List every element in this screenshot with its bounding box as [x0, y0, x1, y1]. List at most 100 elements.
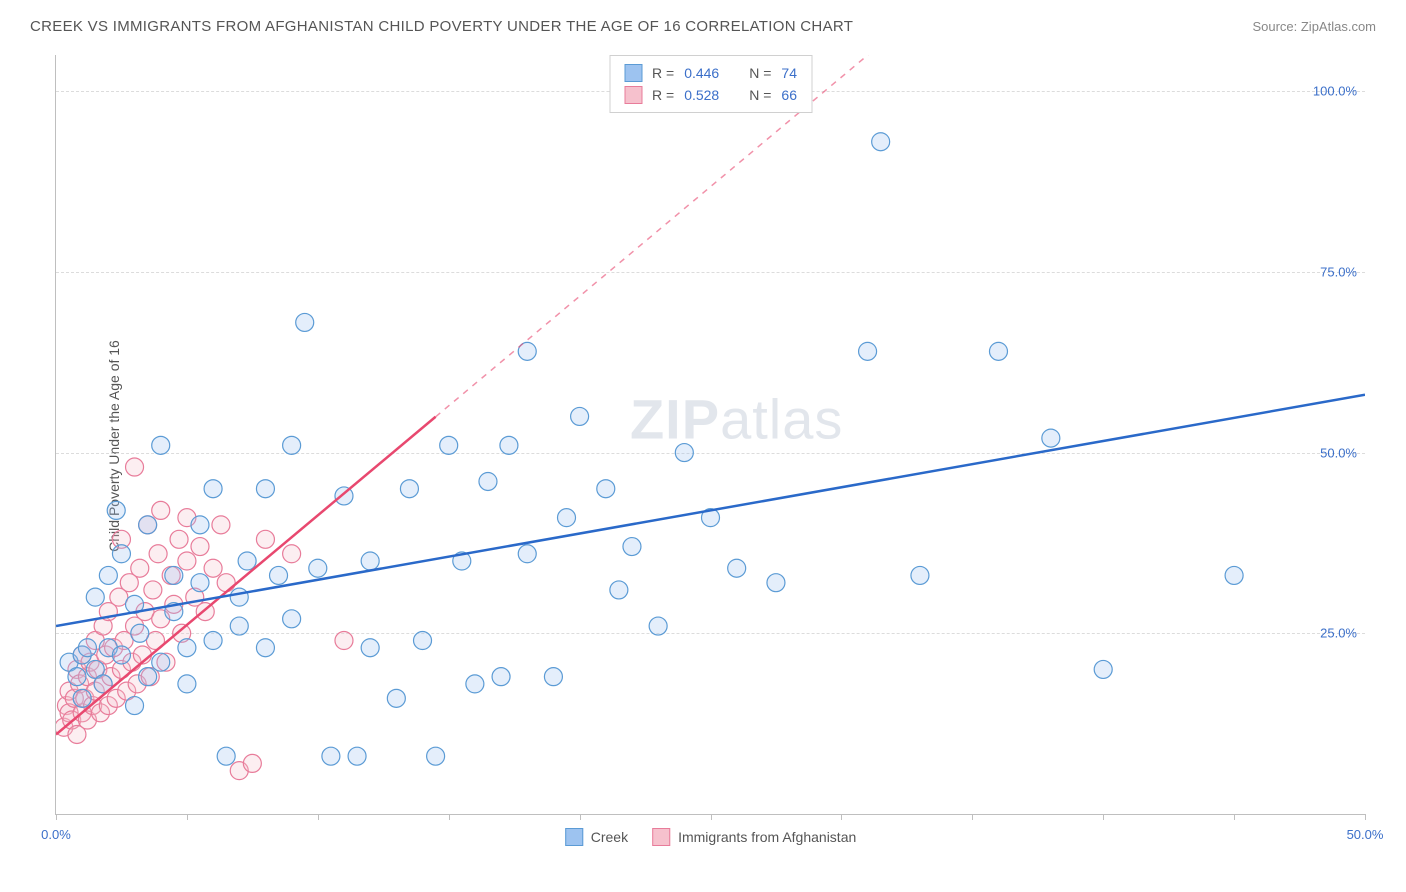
- correlation-legend-row-blue: R = 0.446 N = 74: [624, 62, 797, 84]
- data-point: [191, 516, 209, 534]
- data-point: [623, 538, 641, 556]
- data-point: [728, 559, 746, 577]
- data-point: [230, 588, 248, 606]
- data-point: [178, 675, 196, 693]
- data-point: [322, 747, 340, 765]
- legend-label: Immigrants from Afghanistan: [678, 829, 856, 845]
- data-point: [191, 574, 209, 592]
- data-point: [610, 581, 628, 599]
- swatch-pink: [652, 828, 670, 846]
- data-point: [86, 588, 104, 606]
- data-point: [107, 501, 125, 519]
- data-point: [1094, 660, 1112, 678]
- data-point: [558, 509, 576, 527]
- chart-title: CREEK VS IMMIGRANTS FROM AFGHANISTAN CHI…: [30, 18, 853, 35]
- trend-line: [56, 395, 1365, 626]
- data-point: [99, 566, 117, 584]
- data-point: [204, 559, 222, 577]
- data-point: [170, 530, 188, 548]
- data-point: [217, 574, 235, 592]
- x-tick: [841, 814, 842, 820]
- data-point: [387, 689, 405, 707]
- data-point: [112, 545, 130, 563]
- data-point: [152, 436, 170, 454]
- data-point: [283, 610, 301, 628]
- data-point: [212, 516, 230, 534]
- data-point: [73, 689, 91, 707]
- plot-area: ZIPatlas R = 0.446 N = 74 R = 0.528 N = …: [55, 55, 1365, 815]
- data-point: [348, 747, 366, 765]
- data-point: [230, 617, 248, 635]
- x-tick-label: 0.0%: [41, 827, 71, 842]
- data-point: [139, 516, 157, 534]
- data-point: [335, 632, 353, 650]
- data-point: [492, 668, 510, 686]
- data-point: [178, 639, 196, 657]
- data-point: [126, 458, 144, 476]
- data-point: [361, 639, 379, 657]
- data-point: [152, 501, 170, 519]
- header-row: CREEK VS IMMIGRANTS FROM AFGHANISTAN CHI…: [30, 18, 1376, 35]
- data-point: [165, 566, 183, 584]
- data-point: [68, 668, 86, 686]
- correlation-legend-row-pink: R = 0.528 N = 66: [624, 84, 797, 106]
- data-point: [872, 133, 890, 151]
- data-point: [427, 747, 445, 765]
- data-point: [911, 566, 929, 584]
- data-point: [283, 436, 301, 454]
- data-point: [544, 668, 562, 686]
- data-point: [309, 559, 327, 577]
- data-point: [256, 530, 274, 548]
- data-point: [256, 639, 274, 657]
- data-point: [152, 653, 170, 671]
- data-point: [414, 632, 432, 650]
- legend-label: Creek: [591, 829, 628, 845]
- data-point: [296, 313, 314, 331]
- data-point: [204, 632, 222, 650]
- data-point: [361, 552, 379, 570]
- data-point: [78, 639, 96, 657]
- data-point: [466, 675, 484, 693]
- data-point: [440, 436, 458, 454]
- data-point: [204, 480, 222, 498]
- data-point: [859, 342, 877, 360]
- data-point: [400, 480, 418, 498]
- data-point: [675, 444, 693, 462]
- x-tick: [972, 814, 973, 820]
- x-tick-label: 50.0%: [1347, 827, 1384, 842]
- data-point: [126, 697, 144, 715]
- legend-item-blue: Creek: [565, 828, 628, 846]
- data-point: [238, 552, 256, 570]
- data-point: [1225, 566, 1243, 584]
- data-point: [479, 472, 497, 490]
- x-tick: [1103, 814, 1104, 820]
- data-point: [149, 545, 167, 563]
- data-point: [270, 566, 288, 584]
- data-point: [139, 668, 157, 686]
- data-point: [571, 407, 589, 425]
- source-attribution: Source: ZipAtlas.com: [1252, 19, 1376, 34]
- data-point: [144, 581, 162, 599]
- x-tick: [1365, 814, 1366, 820]
- data-point: [283, 545, 301, 563]
- data-point: [256, 480, 274, 498]
- data-point: [767, 574, 785, 592]
- data-point: [131, 624, 149, 642]
- data-point: [112, 646, 130, 664]
- data-point: [217, 747, 235, 765]
- x-tick: [187, 814, 188, 820]
- data-point: [131, 559, 149, 577]
- data-point: [597, 480, 615, 498]
- data-point: [243, 754, 261, 772]
- x-tick: [580, 814, 581, 820]
- x-tick: [449, 814, 450, 820]
- data-point: [191, 538, 209, 556]
- swatch-blue: [624, 64, 642, 82]
- x-tick: [711, 814, 712, 820]
- data-point: [1042, 429, 1060, 447]
- x-tick: [1234, 814, 1235, 820]
- data-point: [518, 545, 536, 563]
- x-tick: [56, 814, 57, 820]
- data-point: [989, 342, 1007, 360]
- data-point: [178, 552, 196, 570]
